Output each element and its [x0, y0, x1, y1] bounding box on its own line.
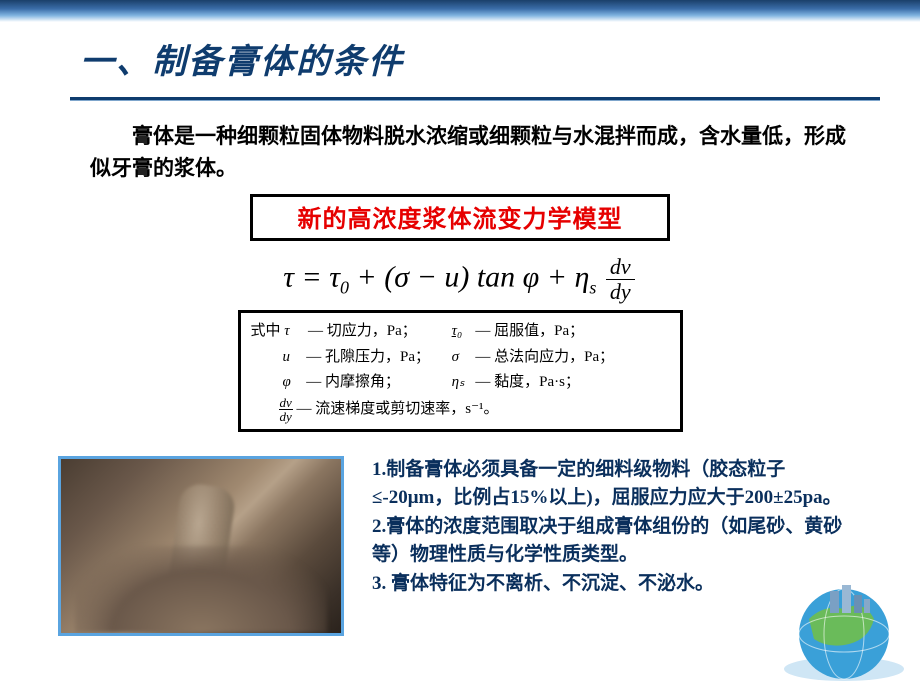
legend-r3l: 内摩擦角；	[325, 374, 400, 390]
formula-u: u	[444, 261, 459, 294]
formula-tau0-sub: 0	[340, 278, 349, 298]
sym-tau0: τ₀	[452, 319, 472, 345]
formula-close: ) tan	[459, 261, 522, 294]
formula-eta-sub: s	[589, 278, 596, 298]
intro-paragraph: 膏体是一种细颗粒固体物料脱水浓缩或细颗粒与水混拌而成，含水量低，形成似牙膏的浆体…	[90, 121, 860, 184]
formula-sigma: σ	[394, 261, 409, 294]
sym-u: u	[283, 345, 303, 371]
formula-eq: =	[294, 261, 329, 294]
paste-photo	[58, 456, 344, 636]
top-banner	[0, 0, 920, 22]
formula-minus: −	[409, 261, 444, 294]
sym-phi: φ	[283, 370, 303, 396]
legend-r2r: 总法向应力，Pa；	[494, 349, 614, 365]
legend-r2l: 孔隙压力，Pa；	[325, 349, 430, 365]
formula-frac-den: dy	[606, 280, 635, 304]
model-label-box: 新的高浓度浆体流变力学模型	[250, 194, 670, 241]
title-area: 一、制备膏体的条件	[0, 22, 920, 91]
sym-tau: τ	[284, 319, 304, 345]
legend-row-3: φ — 内摩擦角； ηₛ — 黏度，Pa·s；	[251, 370, 670, 396]
title-divider	[70, 97, 880, 101]
formula-p2: +	[539, 261, 574, 294]
formula: τ = τ0 + (σ − u) tan φ + ηs dv dy	[0, 255, 920, 304]
formula-p1: + (	[349, 261, 394, 294]
formula-tau: τ	[283, 261, 294, 294]
bullet-2: 2.膏体的浓度范围取决于组成膏体组份的（如尾砂、黄砂等）物理性质与化学性质类型。	[372, 513, 860, 570]
formula-tau0: τ	[329, 261, 340, 294]
sym-etas: ηₛ	[452, 370, 472, 396]
legend-r3r: 黏度，Pa·s；	[494, 374, 580, 390]
formula-phi: φ	[523, 261, 540, 294]
legend-r1r: 屈服值，Pa；	[494, 323, 584, 339]
model-label: 新的高浓度浆体流变力学模型	[298, 207, 623, 233]
legend-sfrac-d: dy	[279, 410, 293, 423]
sym-sigma: σ	[452, 345, 472, 371]
legend-row-2: u — 孔隙压力，Pa； σ — 总法向应力，Pa；	[251, 345, 670, 371]
globe-decoration	[754, 569, 914, 684]
legend-r1l: 切应力，Pa；	[327, 323, 417, 339]
formula-eta: η	[575, 261, 590, 294]
legend-sfrac: dv dy	[279, 396, 293, 423]
page-title: 一、制备膏体的条件	[80, 34, 860, 83]
legend-prefix: 式中	[251, 323, 281, 339]
legend-row-4: dv dy — 流速梯度或剪切速率，s⁻¹。	[251, 396, 670, 423]
formula-frac-num: dv	[606, 255, 635, 280]
bottom-area: 1.制备膏体必须具备一定的细料级物料（胶态粒子≤-20μm，比例占15%以上)，…	[58, 456, 860, 636]
legend-sfrac-n: dv	[279, 396, 293, 410]
legend-r4: 流速梯度或剪切速率，s⁻¹。	[315, 401, 498, 417]
bullet-1: 1.制备膏体必须具备一定的细料级物料（胶态粒子≤-20μm，比例占15%以上)，…	[372, 456, 860, 513]
formula-fraction: dv dy	[606, 255, 635, 304]
legend-box: 式中 τ — 切应力，Pa； τ₀ — 屈服值，Pa； u — 孔隙压力，Pa；…	[238, 310, 683, 432]
legend-row-1: 式中 τ — 切应力，Pa； τ₀ — 屈服值，Pa；	[251, 319, 670, 345]
